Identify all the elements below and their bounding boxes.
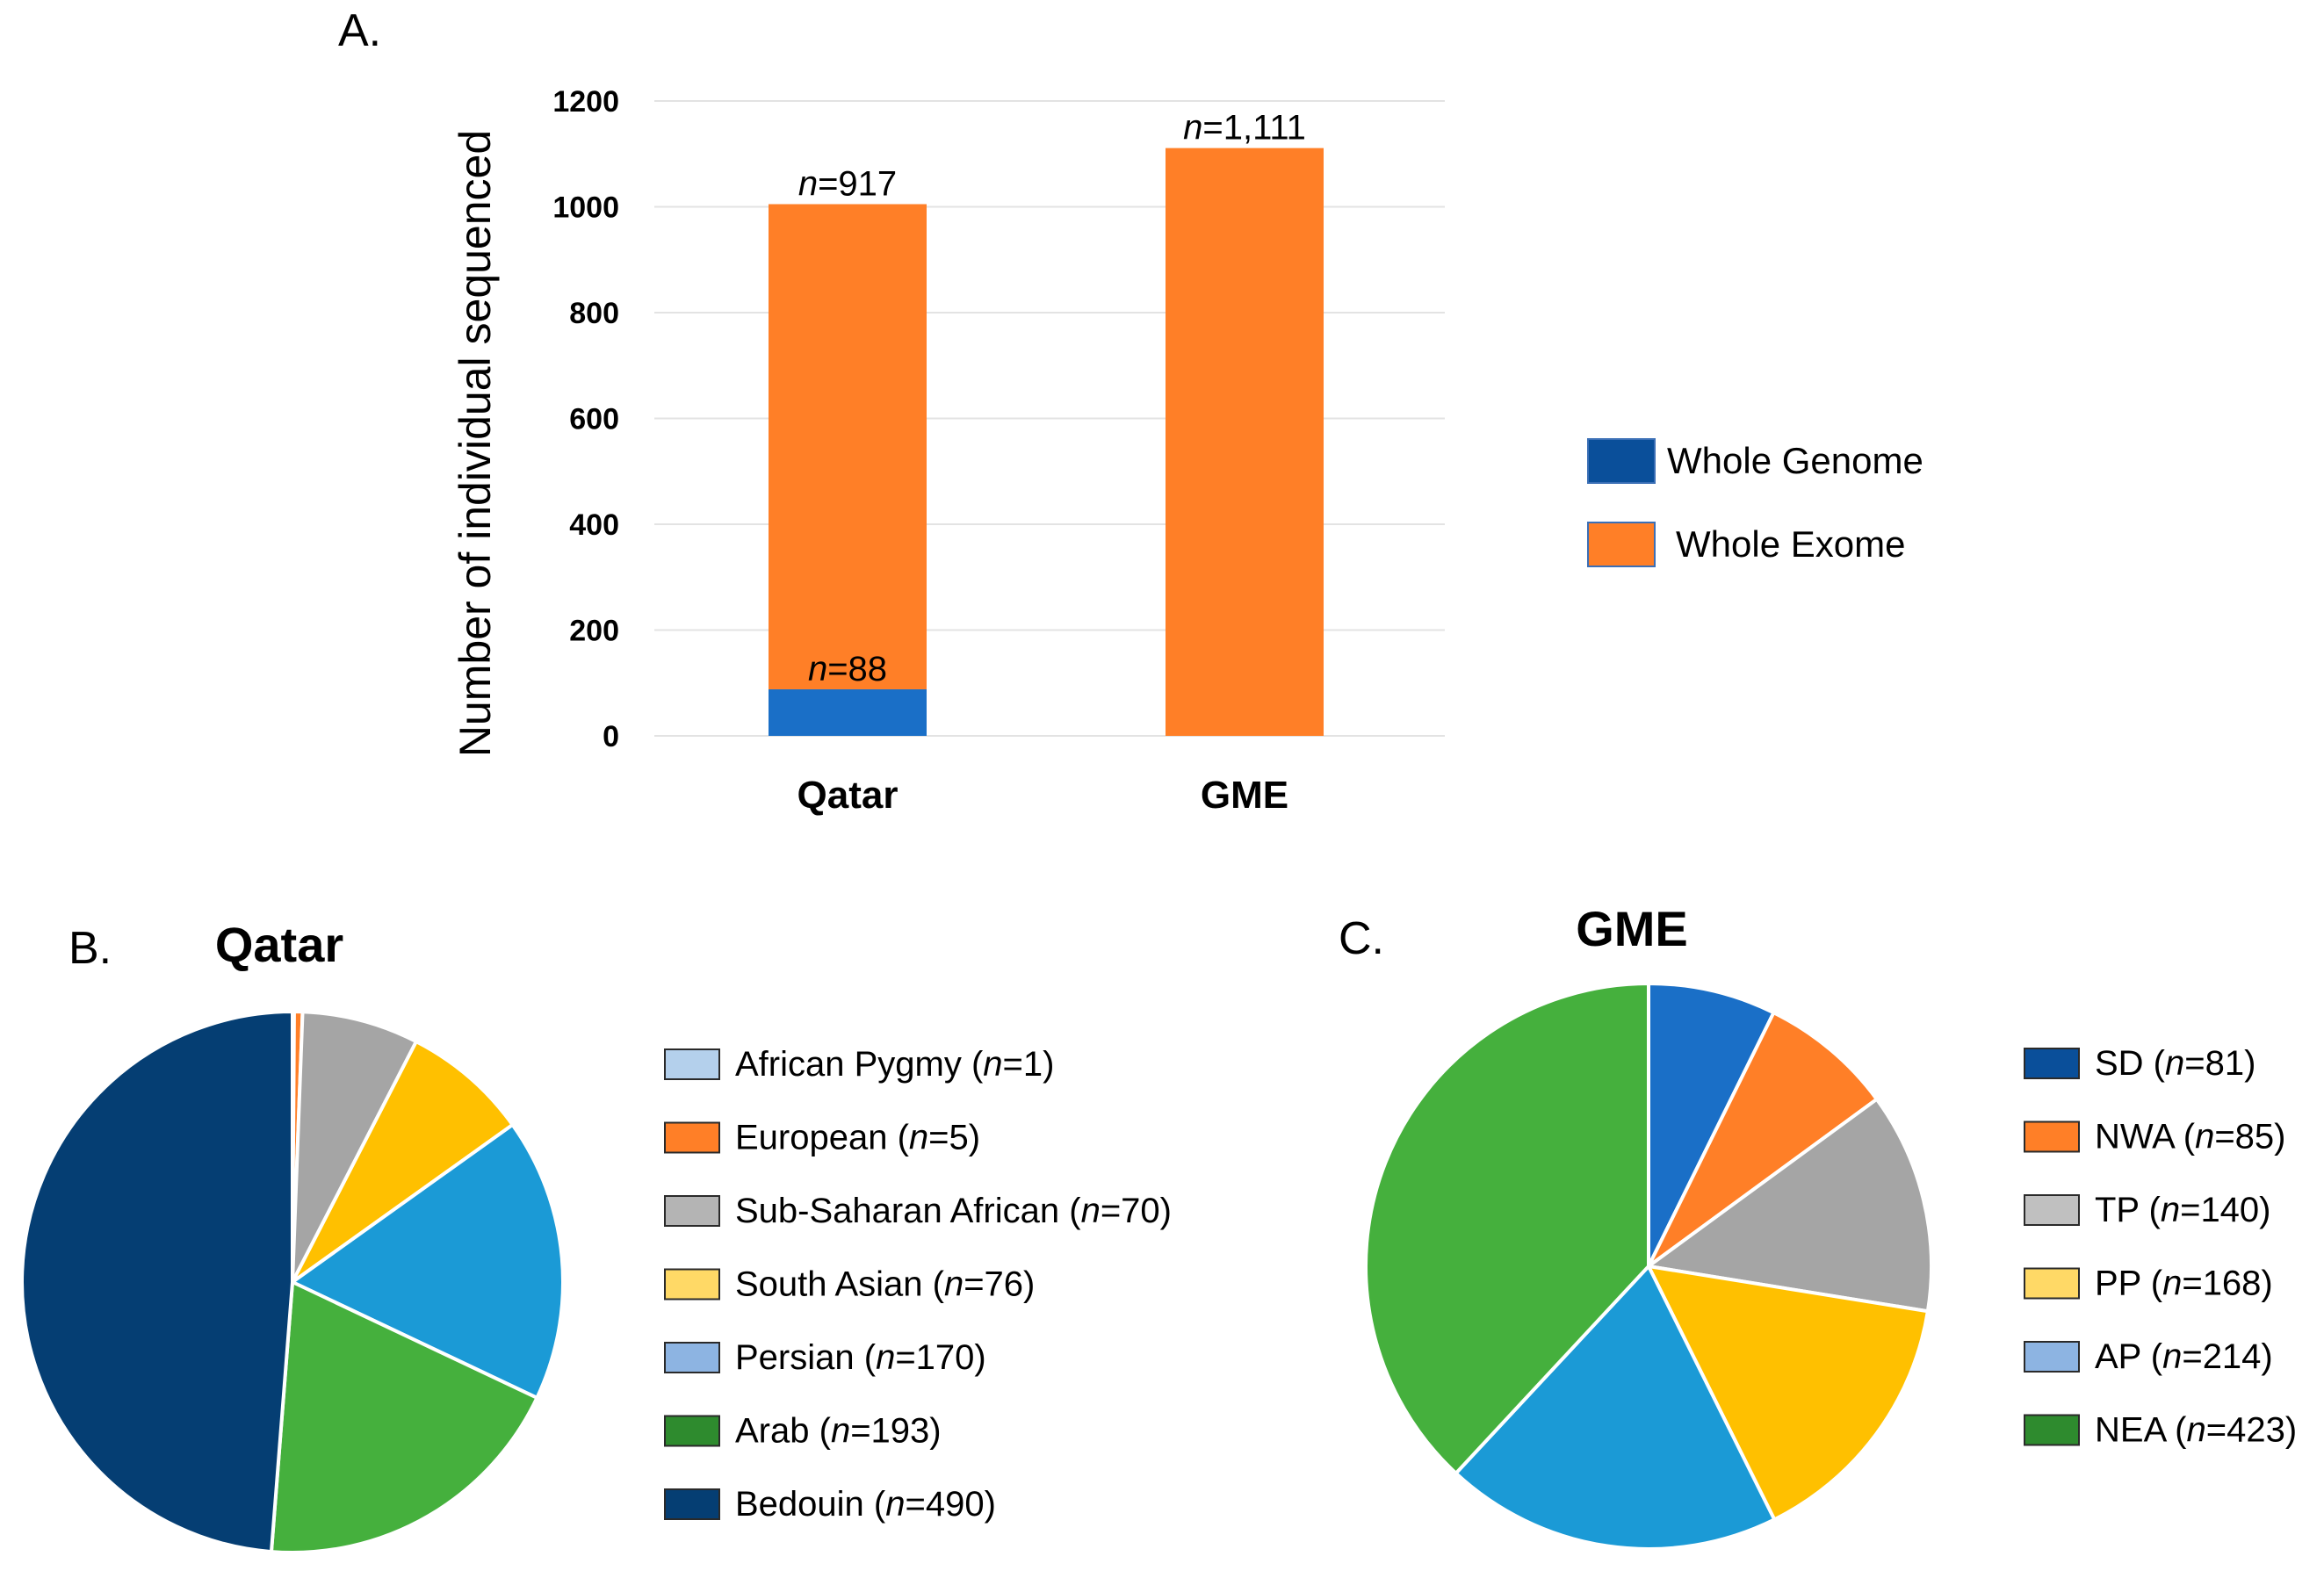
y-tick-label: 0 — [603, 720, 619, 753]
y-tick-label: 800 — [569, 297, 619, 330]
pie-slice-arab — [269, 1279, 540, 1554]
legend-label-bedouin: Bedouin (n=490) — [735, 1485, 996, 1524]
bar-label: n=917 — [798, 164, 897, 203]
pie-slice-ap — [1453, 1263, 1777, 1551]
category-label-qatar: Qatar — [798, 774, 899, 817]
legend-swatch — [2024, 1194, 2080, 1226]
pie-slice-persian — [289, 1122, 565, 1401]
panel-c: C. GME SD (n=81) NWA (n=85) TP (n=140) PP (… — [1339, 901, 2297, 1551]
legend-swatch — [1587, 522, 1656, 567]
legend-swatch — [664, 1342, 720, 1373]
pie-slice-tp — [1643, 1096, 1933, 1314]
legend-label-european: European (n=5) — [735, 1119, 980, 1157]
panel-a: A. Number of individual sequenced 0 200 40… — [338, 5, 1923, 817]
pie-slice-south-asian — [291, 1039, 516, 1284]
y-tick-label: 1200 — [552, 85, 619, 119]
legend-label-pp: PP (n=168) — [2095, 1265, 2273, 1303]
legend-swatch — [664, 1195, 720, 1227]
legend-label-ap: AP (n=214) — [2095, 1337, 2273, 1376]
legend-swatch — [664, 1048, 720, 1080]
bar-label: n=1,111 — [1183, 109, 1306, 148]
legend-swatch — [664, 1415, 720, 1447]
y-tick-label: 1000 — [552, 191, 619, 225]
bars — [769, 148, 1324, 736]
legend-swatch — [664, 1268, 720, 1301]
y-tick-label: 600 — [569, 403, 619, 436]
bar-labels: n=88 n=917 n=1,111 — [798, 109, 1306, 688]
pie-slice-bedouin — [20, 1009, 294, 1554]
category-label-gme: GME — [1201, 774, 1288, 817]
category-labels: Qatar GME — [798, 774, 1289, 817]
legend-label-arab: Arab (n=193) — [735, 1412, 942, 1451]
panel-c-letter: C. — [1339, 913, 1384, 964]
pie-slice-sub-saharan-african — [291, 1010, 419, 1283]
bar-gme-whole-exome — [1166, 148, 1324, 736]
bar-qatar-whole-exome — [769, 204, 927, 689]
legend: Whole Genome Whole Exome — [1587, 438, 1923, 567]
legend-label-whole-genome: Whole Genome — [1667, 440, 1923, 481]
legend-label-sub-saharan-african: Sub-Saharan African (n=70) — [735, 1192, 1172, 1230]
legend-label-african-pygmy: African Pygmy (n=1) — [735, 1045, 1054, 1084]
legend-swatch — [664, 1488, 720, 1520]
pie-title-qatar: Qatar — [215, 917, 343, 972]
pie-title-gme: GME — [1576, 901, 1688, 956]
legend-swatch — [2024, 1120, 2080, 1153]
y-tick-labels: 0 200 400 600 800 1000 1200 — [552, 85, 619, 753]
panel-b: B. Qatar African Pygmy (n=1) European (n=… — [20, 917, 1172, 1554]
legend-swatch — [664, 1121, 720, 1154]
legend-qatar: African Pygmy (n=1) European (n=5) Sub-Sah… — [664, 1045, 1172, 1524]
legend-label-south-asian: South Asian (n=76) — [735, 1265, 1035, 1304]
bar-qatar-whole-genome — [769, 688, 927, 736]
y-tick-label: 400 — [569, 508, 619, 542]
pie-gme — [1364, 981, 1933, 1551]
pie-slice-pp — [1645, 1264, 1931, 1523]
y-axis-label: Number of individual sequenced — [451, 130, 500, 757]
legend-swatch — [2024, 1048, 2080, 1079]
legend-swatch — [2024, 1341, 2080, 1373]
legend-gme: SD (n=81) NWA (n=85) TP (n=140) PP (n=168) A… — [2024, 1044, 2297, 1450]
pie-slice-nwa — [1647, 1010, 1880, 1268]
pie-qatar — [20, 1009, 565, 1554]
pie-slice-nea — [1364, 981, 1650, 1476]
legend-label-nwa: NWA (n=85) — [2095, 1118, 2285, 1156]
legend-label-persian: Persian (n=170) — [735, 1338, 986, 1377]
legend-label-tp: TP (n=140) — [2095, 1191, 2271, 1229]
panel-b-letter: B. — [69, 923, 112, 974]
legend-label-nea: NEA (n=423) — [2095, 1411, 2297, 1450]
legend-label-sd: SD (n=81) — [2095, 1044, 2255, 1083]
legend-swatch — [2024, 1414, 2080, 1446]
legend-swatch — [1587, 438, 1656, 484]
y-tick-label: 200 — [569, 615, 619, 648]
bar-label: n=88 — [808, 650, 887, 688]
legend-swatch — [2024, 1267, 2080, 1300]
panel-a-letter: A. — [338, 5, 381, 56]
legend-label-whole-exome: Whole Exome — [1676, 523, 1905, 565]
pie-slice-sd — [1647, 981, 1777, 1267]
